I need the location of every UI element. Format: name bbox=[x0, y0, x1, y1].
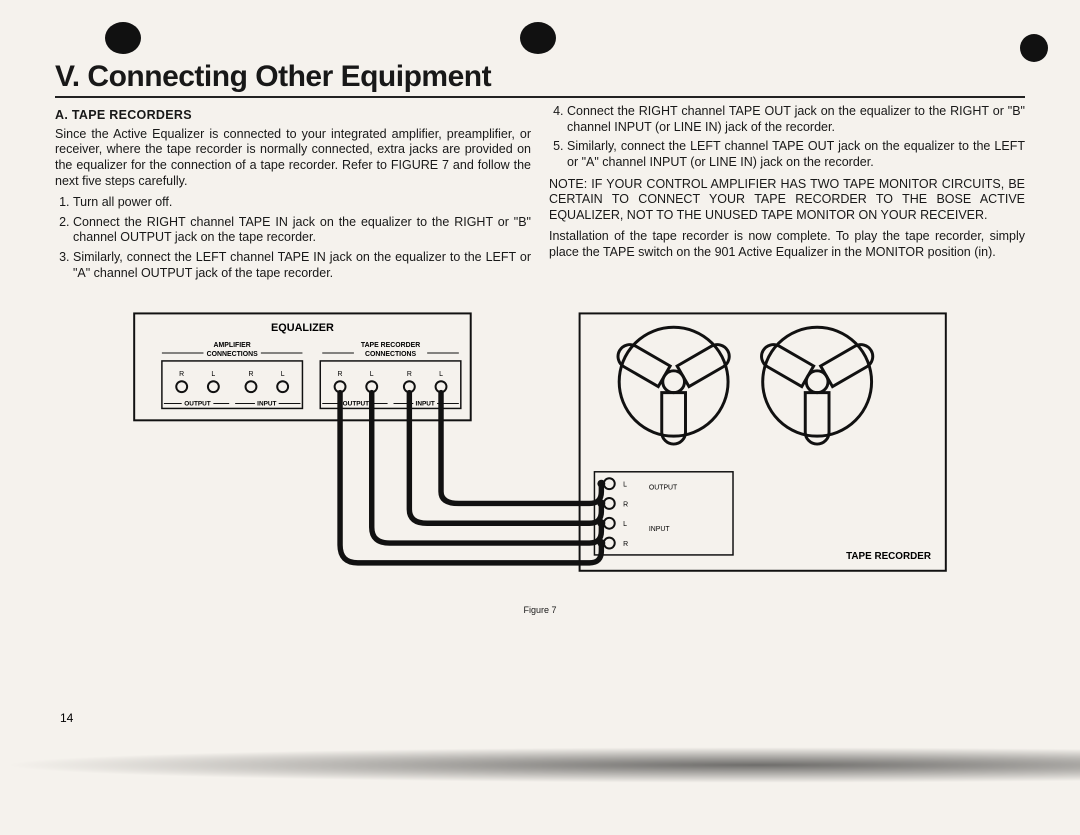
svg-text:L: L bbox=[281, 371, 285, 378]
svg-text:L: L bbox=[439, 371, 443, 378]
svg-text:L: L bbox=[211, 371, 215, 378]
svg-text:R: R bbox=[248, 371, 253, 378]
section-title: V. Connecting Other Equipment bbox=[55, 60, 1025, 98]
step-2: Connect the RIGHT channel TAPE IN jack o… bbox=[73, 215, 531, 246]
diagram-svg: EQUALIZER AMPLIFIER CONNECTIONS TAPE RECORD… bbox=[55, 301, 1025, 601]
step-3: Similarly, connect the LEFT channel TAPE… bbox=[73, 250, 531, 281]
svg-text:INPUT: INPUT bbox=[257, 401, 276, 408]
svg-text:R: R bbox=[623, 541, 628, 548]
step-4: Connect the RIGHT channel TAPE OUT jack … bbox=[567, 104, 1025, 135]
svg-text:R: R bbox=[623, 502, 628, 509]
steps-list-left: Turn all power off. Connect the RIGHT ch… bbox=[55, 195, 531, 281]
left-column: A. TAPE RECORDERS Since the Active Equal… bbox=[55, 104, 531, 287]
page-number: 14 bbox=[60, 711, 73, 725]
svg-text:TAPE RECORDER: TAPE RECORDER bbox=[361, 342, 420, 349]
step-5: Similarly, connect the LEFT channel TAPE… bbox=[567, 139, 1025, 170]
steps-list-right: Connect the RIGHT channel TAPE OUT jack … bbox=[549, 104, 1025, 171]
text-columns: A. TAPE RECORDERS Since the Active Equal… bbox=[55, 104, 1025, 287]
figure-caption: Figure 7 bbox=[55, 605, 1025, 615]
svg-text:L: L bbox=[623, 521, 627, 528]
svg-text:INPUT: INPUT bbox=[649, 526, 671, 533]
svg-text:EQUALIZER: EQUALIZER bbox=[271, 322, 334, 334]
svg-text:OUTPUT: OUTPUT bbox=[649, 485, 678, 492]
svg-text:R: R bbox=[338, 371, 343, 378]
svg-text:CONNECTIONS: CONNECTIONS bbox=[207, 351, 258, 358]
svg-text:R: R bbox=[407, 371, 412, 378]
step-1: Turn all power off. bbox=[73, 195, 531, 211]
photocopy-shadow bbox=[0, 747, 1080, 783]
svg-text:CONNECTIONS: CONNECTIONS bbox=[365, 351, 416, 358]
svg-text:OUTPUT: OUTPUT bbox=[184, 401, 210, 408]
manual-page: V. Connecting Other Equipment A. TAPE RE… bbox=[0, 0, 1080, 615]
note-paragraph: NOTE: IF YOUR CONTROL AMPLIFIER HAS TWO … bbox=[549, 177, 1025, 224]
svg-text:R: R bbox=[179, 371, 184, 378]
intro-paragraph: Since the Active Equalizer is connected … bbox=[55, 127, 531, 190]
svg-text:OUTPUT: OUTPUT bbox=[343, 401, 369, 408]
svg-text:INPUT: INPUT bbox=[416, 401, 435, 408]
svg-text:L: L bbox=[623, 482, 627, 489]
svg-text:TAPE RECORDER: TAPE RECORDER bbox=[846, 551, 931, 562]
svg-text:L: L bbox=[370, 371, 374, 378]
closing-paragraph: Installation of the tape recorder is now… bbox=[549, 229, 1025, 260]
subsection-heading-a: A. TAPE RECORDERS bbox=[55, 108, 531, 124]
svg-text:AMPLIFIER: AMPLIFIER bbox=[214, 342, 251, 349]
wiring-diagram: EQUALIZER AMPLIFIER CONNECTIONS TAPE RECORD… bbox=[55, 301, 1025, 601]
right-column: Connect the RIGHT channel TAPE OUT jack … bbox=[549, 104, 1025, 287]
